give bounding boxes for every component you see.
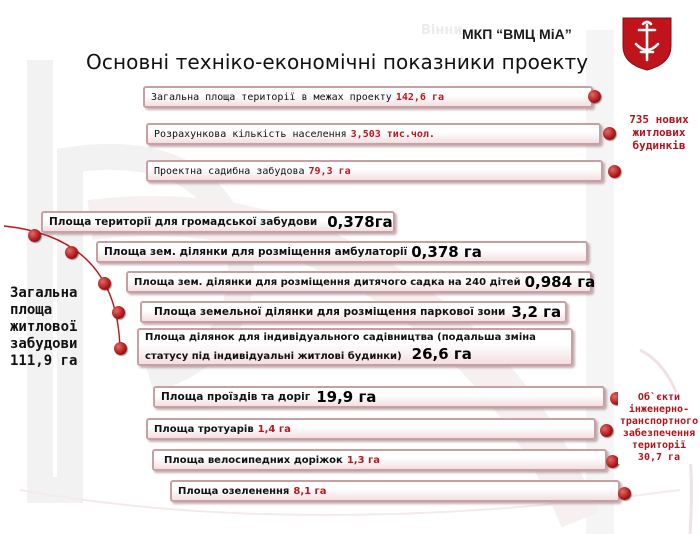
item-label: Загальна площа території в межах проекту [151,91,392,103]
item-label: Розрахункова кількість населення [154,128,347,140]
item-label: Площа території для громадської забудови [49,216,318,228]
item-value: 0,378га [327,213,393,231]
item-label: Площа зем. ділянки для розміщення амбула… [104,246,408,258]
red-sphere-bullet-icon [606,455,619,468]
vinnytsia-coat-of-arms-icon [622,17,672,71]
item-label: Площа земельної ділянки для розміщення п… [154,306,506,318]
red-sphere-bullet-icon [603,127,616,140]
infra-badge: Об`єкти інженерно-транспортного забезпеч… [618,392,700,464]
item-value: 3,503 тис.чол. [350,128,435,140]
item-label: Площа зем. ділянки для розміщення дитячо… [134,276,521,288]
item-label: Проектна садибна забудова [154,165,305,177]
page-title: Основні техніко-економічні показники про… [86,50,589,74]
company-name: МКП “ВМЦ МіА” [462,26,572,42]
header-ghost-text: Вінни [421,23,463,38]
item-value: 0,984 га [524,273,596,291]
residential-item-clinic: Площа зем. ділянки для розміщення амбула… [96,241,588,263]
infra-item-greenery: Площа озеленення 8,1 га [170,480,620,502]
item-value: 1,4 га [257,423,291,435]
project-item-total-area: Загальна площа території в межах проекту… [143,86,593,108]
red-sphere-bullet-icon [28,229,41,242]
red-sphere-bullet-icon [65,246,78,259]
item-value: 8,1 га [293,485,327,497]
item-value: 79,3 га [308,165,351,177]
residential-item-gardening: Площа ділянок для індивідуального садівн… [137,328,573,366]
item-label: Площа проїздів та доріг [161,391,311,403]
residential-item-kindergarten: Площа зем. ділянки для розміщення дитячо… [126,271,595,293]
item-value: 0,378 га [411,243,482,261]
project-item-population: Розрахункова кількість населення 3,503 ти… [146,123,601,145]
item-label: Площа озеленення [178,485,290,497]
item-value: 142,6 га [395,91,444,103]
infra-item-sidewalks: Площа тротуарів 1,4 га [146,418,596,440]
item-label: Площа велосипедних доріжок [164,454,343,466]
red-sphere-bullet-icon [600,424,613,437]
project-item-homestead: Проектна садибна забудова 79,3 га [146,160,603,182]
item-text: Площа ділянок для індивідуального садівн… [145,329,571,365]
red-sphere-bullet-icon [608,165,621,178]
red-sphere-bullet-icon [588,90,601,103]
housing-badge: 735 нових житлових будинків [620,113,698,152]
residential-item-public: Площа території для громадської забудови… [41,211,395,233]
item-value: 19,9 га [316,388,377,406]
item-label: Площа тротуарів [154,423,254,435]
item-value: 26,6 га [411,345,472,363]
residential-item-park: Площа земельної ділянки для розміщення п… [140,301,567,323]
infra-item-roads: Площа проїздів та доріг 19,9 га [153,386,605,408]
item-label: Площа ділянок для індивідуального садівн… [145,332,536,362]
residential-total-label: Загальна площа житлової забудови 111,9 г… [10,285,78,369]
red-sphere-bullet-icon [98,277,111,290]
infra-item-bike-lanes: Площа велосипедних доріжок 1,3 га [152,449,607,471]
red-sphere-bullet-icon [112,306,125,319]
item-value: 1,3 га [346,454,381,466]
red-sphere-bullet-icon [114,342,127,355]
red-sphere-bullet-icon [618,487,631,500]
item-value: 3,2 га [511,303,562,321]
